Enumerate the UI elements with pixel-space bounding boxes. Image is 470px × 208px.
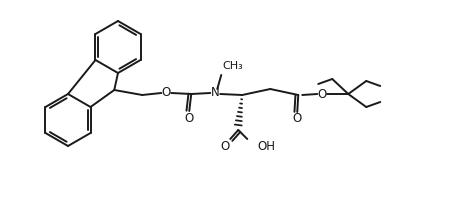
Text: O: O <box>293 113 302 125</box>
Text: O: O <box>318 88 327 100</box>
Text: CH₃: CH₃ <box>222 61 243 71</box>
Text: O: O <box>185 111 194 125</box>
Text: O: O <box>162 87 171 99</box>
Text: OH: OH <box>257 140 275 154</box>
Text: O: O <box>220 140 230 154</box>
Text: N: N <box>211 87 219 99</box>
